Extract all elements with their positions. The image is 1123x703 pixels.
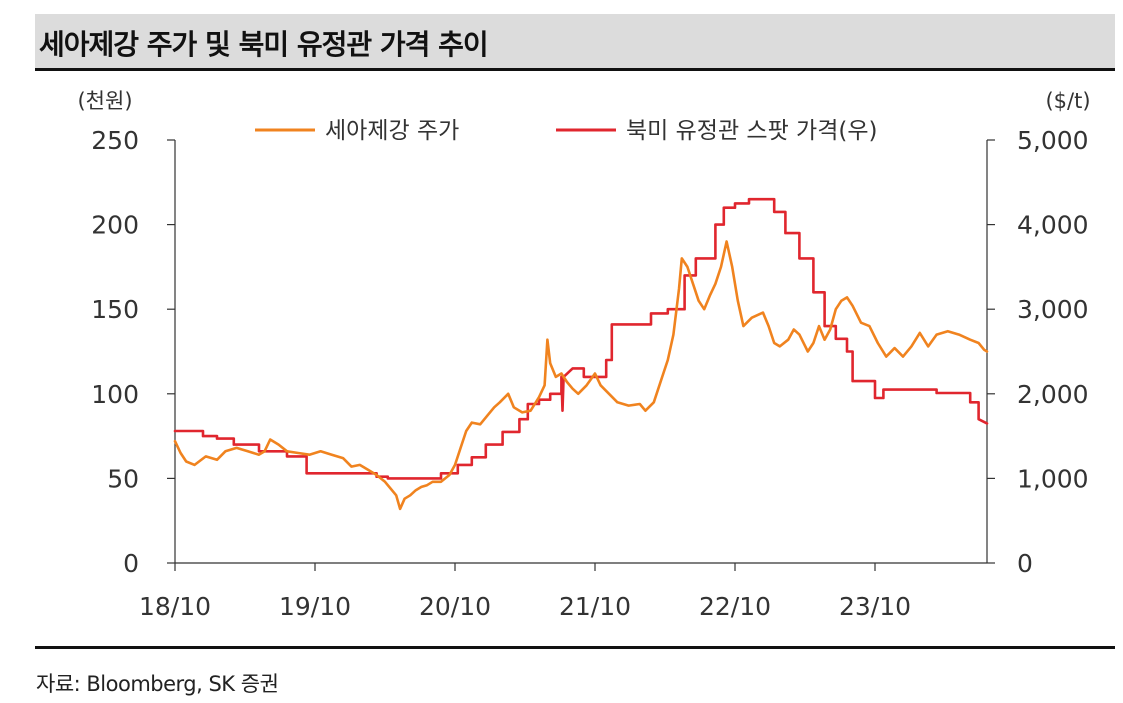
y-right-tick-label: 2,000: [1017, 380, 1089, 409]
y-right-unit: ($/t): [1045, 89, 1090, 113]
title-bar: 세아제강 주가 및 북미 유정관 가격 추이: [35, 14, 1115, 71]
y-left-tick-label: 50: [107, 464, 139, 493]
x-tick-label: 20/10: [419, 592, 491, 621]
legend-label-octg: 북미 유정관 스팟 가격(우): [626, 118, 877, 144]
y-left-unit: (천원): [77, 89, 132, 113]
y-left-tick-label: 200: [91, 211, 139, 240]
x-tick-label: 23/10: [839, 592, 911, 621]
y-right-tick-label: 1,000: [1017, 464, 1089, 493]
y-right-tick-label: 3,000: [1017, 295, 1089, 324]
series-line-octg: [173, 197, 989, 480]
bottom-divider: [35, 646, 1115, 649]
x-tick-label: 22/10: [699, 592, 771, 621]
x-tick-label: 18/10: [139, 592, 211, 621]
chart-series: [173, 197, 989, 511]
y-left-tick-label: 100: [91, 380, 139, 409]
series-line-stock: [173, 240, 989, 511]
y-left-tick-label: 250: [91, 126, 139, 155]
x-tick-label: 21/10: [559, 592, 631, 621]
y-left-tick-label: 150: [91, 295, 139, 324]
page-title: 세아제강 주가 및 북미 유정관 가격 추이: [39, 28, 489, 61]
chart-axes: 0 50 100 150 200 250 0 1,000 2,000 3,000 4,000 5,00…: [77, 89, 1090, 621]
y-right-tick-label: 0: [1017, 549, 1033, 578]
y-right-tick-label: 5,000: [1017, 126, 1089, 155]
source-note: 자료: Bloomberg, SK 증권: [36, 672, 279, 696]
chart-legend: 세아제강 주가 북미 유정관 스팟 가격(우): [255, 118, 877, 144]
y-left-tick-label: 0: [123, 549, 139, 578]
legend-label-stock: 세아제강 주가: [325, 118, 459, 144]
y-right-tick-label: 4,000: [1017, 211, 1089, 240]
x-tick-label: 19/10: [279, 592, 351, 621]
